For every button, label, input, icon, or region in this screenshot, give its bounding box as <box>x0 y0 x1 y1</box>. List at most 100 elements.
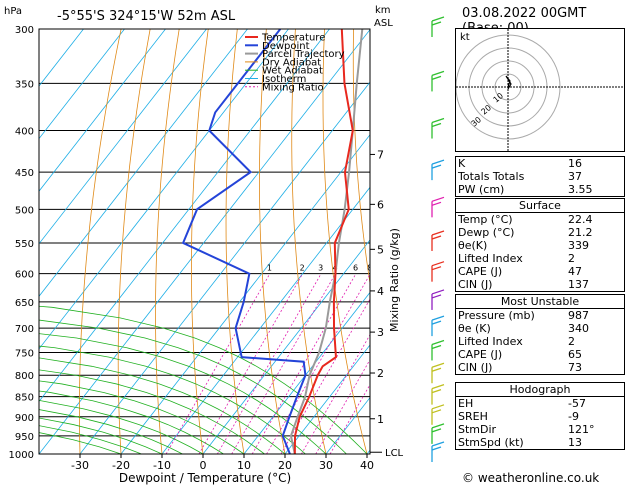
dry-adiabat <box>291 29 327 454</box>
x-tick-label: -20 <box>112 459 130 472</box>
x-tick-label: 40 <box>360 459 374 472</box>
wind-barb-flag <box>431 446 442 451</box>
isotherm <box>243 291 370 454</box>
dry-adiabat <box>117 29 151 454</box>
isotherm <box>39 29 289 350</box>
km-tick-label: 1 <box>377 413 384 426</box>
unstable-row: Lifted Index 2 <box>455 335 625 348</box>
x-tick-label: 0 <box>200 459 207 472</box>
mixing-ratio-line <box>280 298 370 454</box>
wind-barb-flag <box>431 362 445 368</box>
wind-barb-flag <box>431 423 445 429</box>
mixing-ratio-label: 20 <box>416 264 426 273</box>
x-tick-label: 10 <box>237 459 251 472</box>
wet-adiabat <box>39 400 204 454</box>
km-tick-label: 6 <box>377 198 384 211</box>
asl-unit: ASL <box>374 18 393 29</box>
unstable-row: CAPE (J) 65 <box>455 348 625 361</box>
pressure-tick-label: 850 <box>15 393 34 404</box>
mixing-ratio-label: 6 <box>353 264 358 273</box>
index-row-k: K 16 <box>455 157 625 170</box>
index-row-tt: Totals Totals 37 <box>455 170 625 183</box>
most-unstable-table: Most Unstable Pressure (mb) 987 θe (K) 340 Li… <box>455 294 625 375</box>
km-unit: km <box>375 5 391 16</box>
surface-table: Surface Temp (°C) 22.4 Dewp (°C) 21.2 θe(K) 33… <box>455 198 625 292</box>
wind-barb-flag <box>431 201 442 206</box>
pressure-tick-label: 350 <box>15 79 34 90</box>
wind-barb-flag <box>431 164 442 169</box>
index-row-pw: PW (cm) 3.55 <box>455 183 625 197</box>
hodograph-row: SREH -9 <box>455 410 625 423</box>
wind-barb-flag <box>431 344 442 350</box>
mixing-ratio-label: 8 <box>367 264 372 273</box>
hodograph-row: StmDir 121° <box>455 423 625 436</box>
wet-adiabat <box>39 409 183 454</box>
pressure-tick-label: 900 <box>15 413 34 424</box>
km-tick-label: 5 <box>377 243 384 256</box>
dry-adiabat <box>225 29 245 454</box>
unstable-title: Most Unstable <box>455 294 625 309</box>
dry-adiabat <box>322 29 368 454</box>
km-tick-label: 3 <box>377 326 384 339</box>
legend-entry: Dewpoint <box>262 41 310 52</box>
isotherm <box>120 134 370 454</box>
unstable-row: θe (K) 340 <box>455 322 625 335</box>
wind-barb-flag <box>431 441 445 447</box>
mixing-ratio-line <box>329 383 370 454</box>
wind-barb-flag <box>431 196 445 202</box>
hodograph-trace <box>505 75 512 90</box>
hodo-ring-label: 10 <box>492 91 506 104</box>
pressure-tick-label: 800 <box>15 371 34 382</box>
legend-entry: Parcel Trajectory <box>262 49 345 60</box>
mixing-ratio-line <box>315 358 370 454</box>
x-axis-label: Dewpoint / Temperature (°C) <box>119 471 291 485</box>
pressure-tick-label: 450 <box>15 168 34 179</box>
hodograph-title: Hodograph <box>455 382 625 397</box>
wind-barb-flag <box>431 122 442 128</box>
pressure-tick-label: 550 <box>15 239 34 250</box>
isotherm <box>161 186 370 454</box>
wet-adiabat <box>39 380 245 454</box>
pressure-tick-label: 700 <box>15 324 34 335</box>
wet-adiabat <box>39 417 163 454</box>
km-tick-label: 2 <box>377 367 384 380</box>
isotherm <box>39 29 166 192</box>
wet-adiabat <box>39 369 265 454</box>
wind-barb-flag <box>431 315 445 321</box>
pressure-tick-label: 950 <box>15 432 34 443</box>
isotherm <box>39 29 248 297</box>
surface-row: Dewp (°C) 21.2 <box>455 226 625 239</box>
wind-barb-flag <box>431 16 445 22</box>
wind-barb-flag <box>431 230 445 236</box>
unstable-row: Pressure (mb) 987 <box>455 309 625 322</box>
dry-adiabat <box>191 29 209 454</box>
wind-barb-flag <box>431 261 445 267</box>
km-tick-label: 4 <box>377 285 384 298</box>
legend-entry: Dry Adiabat <box>262 57 321 68</box>
surface-row: CAPE (J) 47 <box>455 265 625 278</box>
hodograph-table: Hodograph EH -57 SREH -9 StmDir 121° StmSpd (kt… <box>455 382 625 450</box>
dry-adiabat <box>79 29 122 454</box>
wind-barb-flag <box>431 384 445 390</box>
mixing-ratio-line <box>165 273 271 454</box>
plot-frame <box>38 28 371 455</box>
mixing-ratio-label: 2 <box>300 264 305 273</box>
pressure-tick-label: 600 <box>15 270 34 281</box>
surface-row: Temp (°C) 22.4 <box>455 213 625 226</box>
mixing-ratio-line <box>217 273 322 454</box>
hodograph-panel: kt 10 20 30 <box>455 28 625 152</box>
surface-row: CIN (J) 137 <box>455 278 625 292</box>
hodo-kt-label: kt <box>460 32 470 43</box>
wind-barb-flag <box>431 409 442 414</box>
x-tick-label: 20 <box>278 459 292 472</box>
x-tick-label: 30 <box>319 459 333 472</box>
mixing-ratio-line <box>198 273 303 454</box>
mixing-ratio-axis-label: Mixing Ratio (g/kg) <box>388 228 401 332</box>
wet-adiabat <box>39 305 368 454</box>
dewpoint-line <box>181 29 307 454</box>
km-tick-label: 7 <box>377 148 384 161</box>
wind-barb-flag <box>431 70 445 77</box>
legend-entry: Temperature <box>261 33 325 44</box>
temperature-line <box>293 29 354 454</box>
isotherm <box>79 81 370 454</box>
